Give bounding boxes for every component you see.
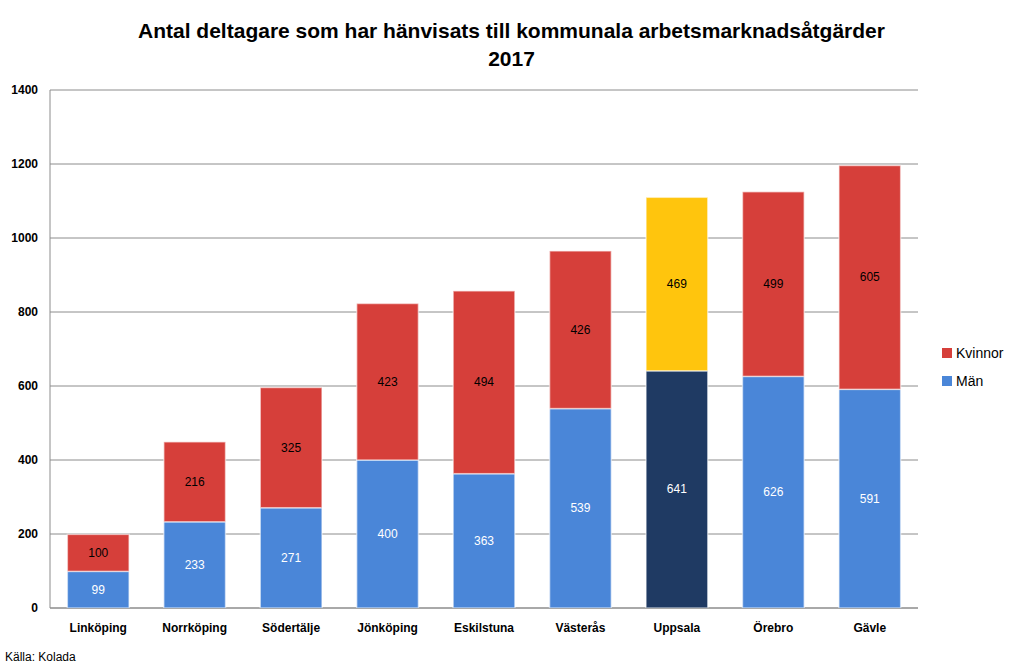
bar <box>646 197 708 371</box>
data-label: 271 <box>281 551 301 565</box>
data-label: 233 <box>185 558 205 572</box>
data-label: 423 <box>378 375 398 389</box>
data-label: 99 <box>92 583 106 597</box>
y-tick-label: 1000 <box>11 231 38 245</box>
bar <box>742 376 804 608</box>
bar <box>839 165 901 389</box>
bar <box>453 291 515 474</box>
bar <box>453 474 515 608</box>
source-note: Källa: Kolada <box>5 650 76 664</box>
bars <box>67 165 900 608</box>
bar <box>67 534 129 571</box>
y-tick-label: 800 <box>18 305 38 319</box>
title: Antal deltagare som har hänvisats till k… <box>138 19 885 70</box>
grid-line <box>50 90 918 91</box>
bar <box>164 522 226 608</box>
grid-line <box>50 164 918 165</box>
bar <box>550 409 612 608</box>
x-tick-label: Södertälje <box>262 621 320 635</box>
legend: Kvinnor Män <box>942 345 1004 389</box>
bar <box>260 387 322 507</box>
legend-swatch <box>942 376 952 386</box>
y-tick-label: 600 <box>18 379 38 393</box>
x-tick-label: Jönköping <box>357 621 418 635</box>
bar <box>67 571 129 608</box>
bar <box>357 460 419 608</box>
data-label: 499 <box>763 277 783 291</box>
y-axis <box>50 90 51 608</box>
legend-label: Män <box>956 373 983 389</box>
data-label: 469 <box>667 277 687 291</box>
title-line: 2017 <box>488 47 535 70</box>
x-tick-label: Uppsala <box>654 621 701 635</box>
y-tick-label: 0 <box>31 601 38 615</box>
x-tick-label: Örebro <box>753 620 793 635</box>
x-tick-label: Västerås <box>555 621 605 635</box>
bar <box>260 508 322 608</box>
x-tick-label: Linköping <box>70 621 127 635</box>
chart: Antal deltagare som har hänvisats till k… <box>0 0 1023 668</box>
y-tick-label: 1200 <box>11 157 38 171</box>
legend-label: Kvinnor <box>956 345 1004 361</box>
data-label: 591 <box>860 492 880 506</box>
y-tick-label: 200 <box>18 527 38 541</box>
data-label: 325 <box>281 441 301 455</box>
data-label: 400 <box>378 527 398 541</box>
bar <box>742 192 804 377</box>
data-label: 494 <box>474 375 494 389</box>
y-tick-label: 400 <box>18 453 38 467</box>
x-tick-label: Gävle <box>853 621 886 635</box>
bar <box>839 389 901 608</box>
data-label: 100 <box>88 546 108 560</box>
title-line: Antal deltagare som har hänvisats till k… <box>138 19 885 42</box>
x-tick-label: Eskilstuna <box>454 621 514 635</box>
x-tick-label: Norrköping <box>162 621 227 635</box>
legend-swatch <box>942 348 952 358</box>
data-label: 539 <box>570 501 590 515</box>
data-label: 641 <box>667 482 687 496</box>
y-tick-label: 1400 <box>11 83 38 97</box>
data-labels: 99 233 271 400 363 539 641 626 591 100 216 325 423 49… <box>88 270 880 596</box>
bar <box>550 251 612 409</box>
data-label: 605 <box>860 270 880 284</box>
data-label: 216 <box>185 475 205 489</box>
data-label: 626 <box>763 485 783 499</box>
bar <box>164 442 226 522</box>
bar <box>357 303 419 460</box>
bar <box>646 371 708 608</box>
data-label: 363 <box>474 534 494 548</box>
data-label: 426 <box>570 323 590 337</box>
